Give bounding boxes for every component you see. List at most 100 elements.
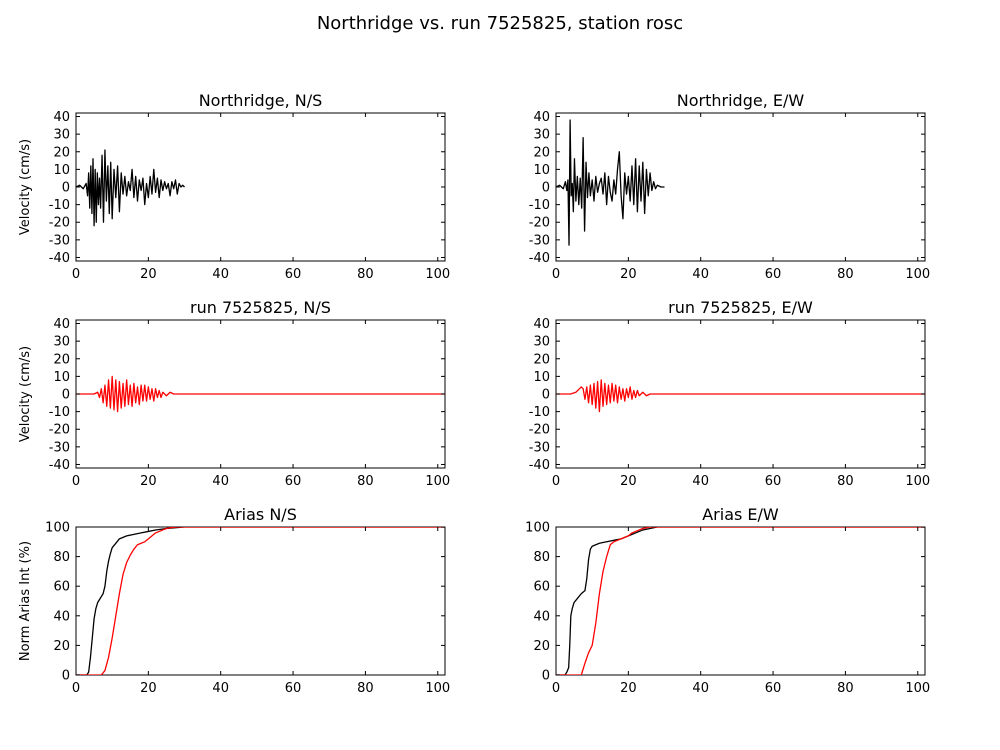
x-tick-label: 80: [357, 267, 374, 282]
x-tick-label: 40: [212, 474, 229, 489]
y-tick-label: 10: [533, 370, 550, 385]
y-tick-label: 20: [533, 352, 550, 367]
y-tick-label: -10: [49, 198, 70, 213]
y-axis-label: Velocity (cm/s): [18, 139, 33, 235]
series-line-0: [556, 527, 925, 675]
y-tick-label: -10: [529, 198, 550, 213]
subplot-ns-recorded: 0 20 40 60 80 100 -40 -30 -20 -10 0 10 20 30 40 Northri…: [18, 91, 450, 282]
y-tick-label: 40: [53, 317, 70, 332]
x-tick-label: 60: [285, 474, 302, 489]
series-line-0: [76, 375, 445, 413]
x-tick-label: 0: [72, 267, 80, 282]
y-tick-label: 10: [53, 370, 70, 385]
subplot-ns-arias: 0 20 40 60 80 100 0 20 40 60 80 100 Arias N/S Norm Ar…: [18, 505, 450, 696]
y-tick-label: 30: [53, 335, 70, 350]
x-tick-label: 40: [692, 267, 709, 282]
subplot-ew-simulated: 0 20 40 60 80 100 -40 -30 -20 -10 0 10 20 30 40 run 752…: [529, 298, 930, 489]
x-tick-label: 20: [620, 267, 637, 282]
x-tick-label: 20: [140, 267, 157, 282]
series-line-1: [556, 527, 925, 675]
subplot-ns-simulated: 0 20 40 60 80 100 -40 -30 -20 -10 0 10 20 30 40 run 752…: [18, 298, 450, 489]
y-tick-label: 30: [533, 128, 550, 143]
y-tick-label: -40: [529, 251, 550, 266]
y-tick-label: 0: [542, 388, 550, 403]
x-tick-label: 0: [552, 681, 560, 696]
x-tick-label: 0: [72, 474, 80, 489]
subplot-title: Arias E/W: [702, 505, 779, 524]
x-tick-label: 100: [905, 474, 930, 489]
y-tick-label: 60: [53, 580, 70, 595]
subplot-title: Northridge, E/W: [677, 91, 805, 110]
y-tick-label: 20: [53, 145, 70, 160]
x-tick-label: 20: [140, 474, 157, 489]
x-tick-label: 40: [692, 474, 709, 489]
series-line-0: [556, 119, 665, 246]
y-tick-label: -30: [49, 233, 70, 248]
subplot-ew-arias: 0 20 40 60 80 100 0 20 40 60 80 100 Arias E/W: [525, 505, 930, 696]
y-tick-label: 40: [533, 609, 550, 624]
y-tick-label: 0: [62, 669, 70, 684]
y-tick-label: 10: [53, 163, 70, 178]
y-tick-label: -20: [49, 216, 70, 231]
y-tick-label: 40: [533, 110, 550, 125]
x-tick-label: 80: [837, 474, 854, 489]
y-tick-label: 100: [525, 521, 550, 536]
x-tick-label: 0: [72, 681, 80, 696]
x-tick-label: 0: [552, 267, 560, 282]
y-tick-label: -30: [529, 233, 550, 248]
y-tick-label: 0: [542, 181, 550, 196]
subplot-title: run 7525825, N/S: [190, 298, 331, 317]
y-tick-label: 40: [533, 317, 550, 332]
x-tick-label: 100: [425, 681, 450, 696]
y-tick-label: 0: [62, 388, 70, 403]
x-tick-label: 100: [425, 267, 450, 282]
axes-frame: [555, 526, 926, 676]
y-tick-label: 20: [533, 639, 550, 654]
subplot-title: Northridge, N/S: [199, 91, 323, 110]
x-tick-label: 40: [212, 267, 229, 282]
x-tick-label: 80: [357, 474, 374, 489]
x-tick-label: 60: [765, 681, 782, 696]
series-line-0: [556, 379, 925, 413]
y-tick-label: -20: [529, 423, 550, 438]
series-line-1: [76, 527, 445, 675]
y-tick-label: -40: [529, 458, 550, 473]
x-tick-label: 20: [620, 681, 637, 696]
x-tick-label: 100: [905, 267, 930, 282]
y-tick-label: 40: [53, 609, 70, 624]
subplot-ew-recorded: 0 20 40 60 80 100 -40 -30 -20 -10 0 10 20 30 40 Northri…: [529, 91, 930, 282]
subplot-title: run 7525825, E/W: [668, 298, 813, 317]
x-tick-label: 40: [212, 681, 229, 696]
y-tick-label: -30: [529, 440, 550, 455]
y-tick-label: 80: [533, 550, 550, 565]
x-tick-label: 60: [285, 681, 302, 696]
y-tick-label: 100: [45, 521, 70, 536]
y-tick-label: 30: [53, 128, 70, 143]
figure-title: Northridge vs. run 7525825, station rosc: [317, 13, 683, 34]
y-tick-label: -40: [49, 251, 70, 266]
x-tick-label: 80: [837, 267, 854, 282]
y-tick-label: 30: [533, 335, 550, 350]
axes-frame: [75, 112, 446, 262]
y-tick-label: 20: [53, 352, 70, 367]
y-tick-label: -40: [49, 458, 70, 473]
x-tick-label: 100: [905, 681, 930, 696]
y-tick-label: -20: [49, 423, 70, 438]
y-tick-label: 60: [533, 580, 550, 595]
axes-frame: [75, 526, 446, 676]
series-line-0: [76, 149, 185, 227]
x-tick-label: 80: [837, 681, 854, 696]
y-tick-label: -30: [49, 440, 70, 455]
x-tick-label: 100: [425, 474, 450, 489]
x-tick-label: 80: [357, 681, 374, 696]
x-tick-label: 20: [620, 474, 637, 489]
y-tick-label: 20: [533, 145, 550, 160]
x-tick-label: 40: [692, 681, 709, 696]
x-tick-label: 60: [765, 267, 782, 282]
x-tick-label: 0: [552, 474, 560, 489]
y-tick-label: -20: [529, 216, 550, 231]
y-tick-label: 40: [53, 110, 70, 125]
subplot-title: Arias N/S: [224, 505, 297, 524]
